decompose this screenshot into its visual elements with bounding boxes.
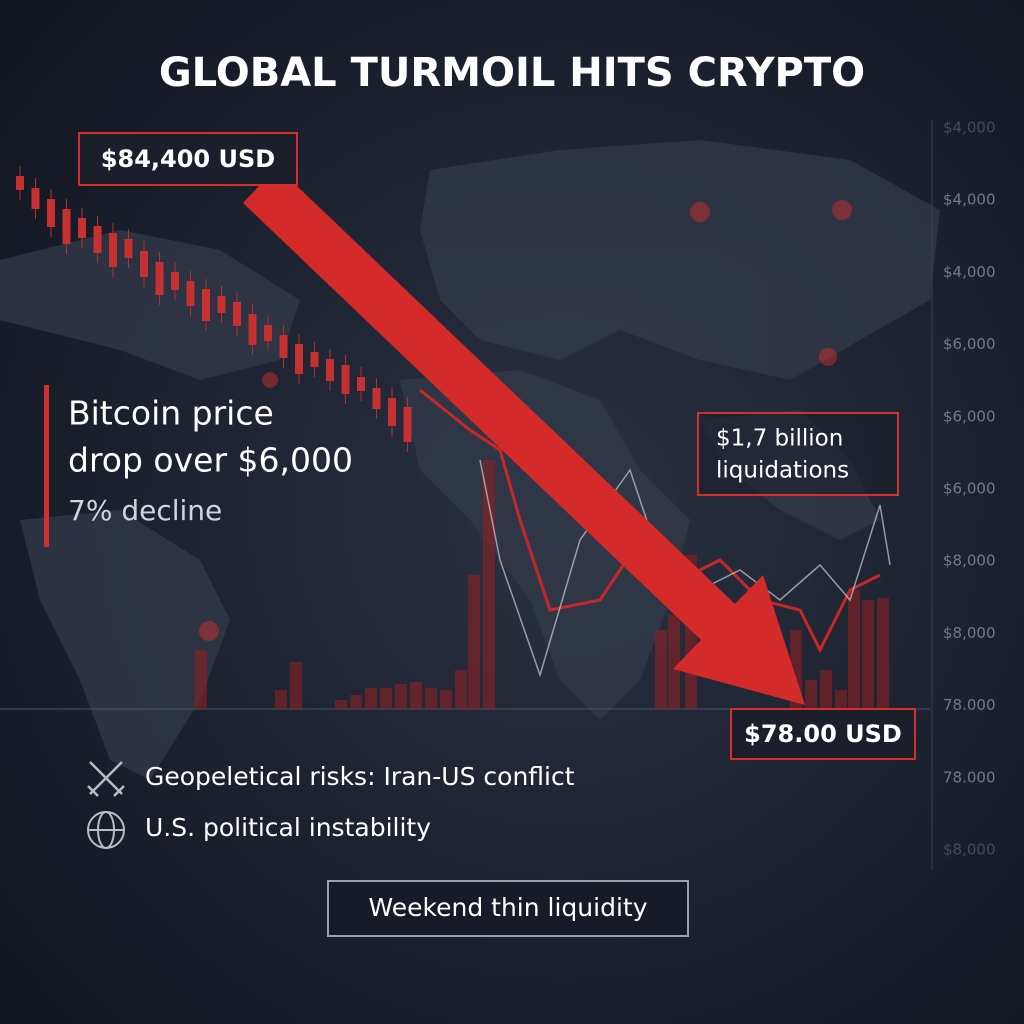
candle [326, 359, 334, 381]
globe-icon [87, 811, 125, 849]
axis-label: 78.000 [943, 696, 996, 714]
world-map [0, 140, 940, 780]
volume-bar [668, 615, 680, 709]
price-axis: $4,000 $4,000 $4,000 $6,000 $6,000 $6,000 $8,0… [931, 119, 996, 870]
volume-bar [862, 600, 874, 709]
candle [403, 407, 412, 442]
risk-item: U.S. political instability [145, 813, 431, 842]
axis-label: 78.000 [943, 768, 996, 786]
map-pins [199, 200, 852, 641]
swords-icon [87, 761, 125, 797]
liquidations-line: liquidations [716, 458, 849, 484]
candle [295, 344, 303, 374]
volume-bar [425, 688, 437, 709]
title: GLOBAL TURMOIL HITS CRYPTO [159, 50, 865, 96]
volume-bar [468, 575, 480, 709]
volume-bar [335, 700, 347, 709]
volume-bar [350, 695, 362, 709]
candle [124, 239, 133, 258]
volume-bar [410, 682, 422, 709]
volume-bar [290, 662, 302, 709]
axis-label: $8,000 [943, 552, 996, 570]
volume-bar [440, 690, 452, 709]
candle [93, 226, 102, 253]
candle [264, 325, 272, 341]
volume-bar [848, 590, 860, 709]
headline-line: drop over $6,000 [68, 441, 353, 480]
candle [155, 262, 164, 295]
volume-bar [805, 680, 817, 709]
candle [341, 365, 350, 394]
candle [31, 188, 40, 209]
volume-bar [395, 684, 407, 709]
volume-bar [820, 670, 832, 709]
axis-label: $4,000 [943, 191, 996, 209]
volume-bar [365, 688, 377, 709]
candle [217, 296, 226, 313]
start-price-box [78, 132, 298, 186]
headline-accent [44, 385, 49, 547]
start-price: $84,400 USD [101, 145, 275, 173]
footer-box [327, 880, 689, 937]
risk-item: Geopeletical risks: Iran-US conflict [145, 762, 575, 791]
candle [357, 377, 365, 391]
candle [388, 398, 396, 426]
axis-label: $8,000 [943, 624, 996, 642]
candle [233, 302, 241, 326]
volume-bar [455, 670, 467, 709]
end-price: $78.00 USD [744, 720, 902, 748]
candle [186, 281, 195, 306]
axis-label: $4,000 [943, 119, 996, 137]
candles [16, 166, 889, 709]
volume-bar [380, 688, 392, 709]
candle [372, 388, 381, 409]
volume-bar [877, 598, 889, 709]
candle [248, 314, 257, 345]
volume-bar [483, 460, 495, 709]
volume-bar [835, 690, 847, 709]
volume-bar [195, 650, 207, 709]
volume-bar [275, 690, 287, 709]
liquidations-line: $1,7 billion [716, 426, 843, 452]
volume-bar [655, 630, 667, 709]
down-arrow [243, 167, 805, 705]
liquidations-box [697, 412, 899, 496]
footer: Weekend thin liquidity [369, 893, 648, 922]
axis-label: $6,000 [943, 480, 996, 498]
axis-label: $4,000 [943, 263, 996, 281]
axis-label: $6,000 [943, 335, 996, 353]
axis-label: $6,000 [943, 407, 996, 425]
headline-sub: 7% decline [68, 494, 222, 527]
candle [202, 289, 210, 321]
candle [62, 209, 71, 244]
candle [109, 233, 117, 267]
end-price-box [730, 708, 916, 760]
candle [47, 199, 55, 227]
candle [171, 272, 179, 290]
candle [279, 335, 288, 358]
candle [78, 218, 86, 238]
candle [140, 251, 148, 277]
axis-label: $8,000 [943, 841, 996, 859]
candle [310, 352, 319, 367]
headline-line: Bitcoin price [68, 394, 274, 433]
candle [16, 176, 24, 190]
